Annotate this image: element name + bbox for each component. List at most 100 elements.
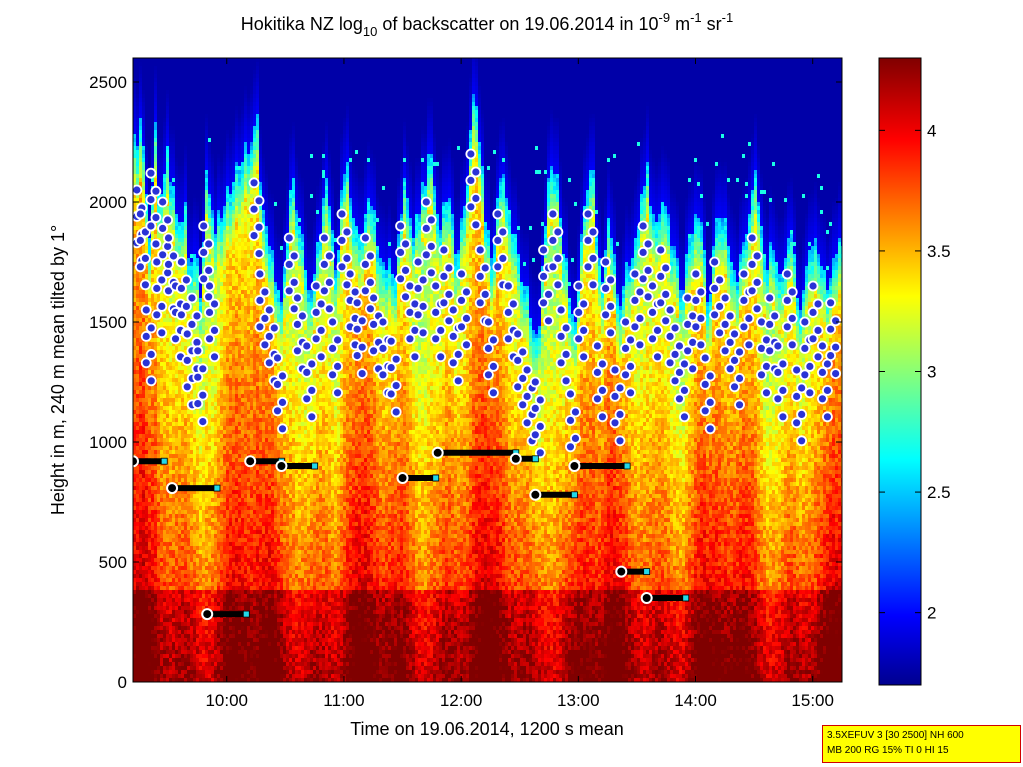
layer-top-dot xyxy=(669,348,681,360)
layer-top-dot xyxy=(714,300,726,312)
layer-top-dot xyxy=(209,351,220,363)
layer-top-dot xyxy=(359,285,371,297)
layer-top-dot xyxy=(597,358,608,370)
layer-top-dot xyxy=(791,364,803,376)
layer-top-dot xyxy=(417,274,429,286)
layer-top-dot xyxy=(738,321,750,333)
layer-top-dot xyxy=(203,238,215,250)
layer-top-dot xyxy=(277,396,288,408)
title-sup-1: -9 xyxy=(659,10,671,25)
layer-top-dot xyxy=(163,285,174,297)
layer-top-dot xyxy=(597,411,608,423)
layer-top-dot xyxy=(600,256,612,268)
segment-end-marker xyxy=(242,610,250,618)
layer-top-dot xyxy=(156,274,168,286)
layer-top-dot xyxy=(637,220,649,232)
layer-top-dot xyxy=(310,306,322,318)
layer-top-dot xyxy=(647,306,658,318)
layer-top-dot xyxy=(483,316,494,328)
layer-top-dot xyxy=(192,371,204,383)
layer-top-dot xyxy=(786,286,798,298)
layer-top-dot xyxy=(555,357,567,369)
layer-top-dot xyxy=(751,303,763,315)
layer-top-dot xyxy=(830,315,842,327)
layer-top-dot xyxy=(734,399,745,411)
layer-top-dot xyxy=(438,270,450,282)
layer-top-dot xyxy=(150,185,162,197)
layer-top-dot xyxy=(664,330,676,342)
layer-top-dot xyxy=(443,262,455,274)
layer-top-dot xyxy=(306,358,318,370)
layer-top-dot xyxy=(746,258,758,270)
layer-top-dot xyxy=(409,351,421,363)
layer-top-dot xyxy=(456,268,467,280)
layer-top-dot xyxy=(420,249,432,261)
layer-top-dot xyxy=(438,244,450,256)
layer-top-dot xyxy=(634,339,646,351)
layer-top-dot xyxy=(263,357,275,369)
layer-top-dot xyxy=(180,274,192,286)
layer-top-dot xyxy=(642,291,654,303)
layer-top-dot xyxy=(197,389,209,401)
layer-top-dot xyxy=(629,321,641,333)
layer-top-dot xyxy=(297,310,308,322)
layer-top-dot xyxy=(781,268,793,280)
layer-top-dot xyxy=(288,303,300,315)
layer-top-dot xyxy=(134,261,146,273)
plot-frame xyxy=(132,57,843,683)
layer-top-dot xyxy=(351,323,363,335)
layer-top-dot xyxy=(746,285,758,297)
layer-top-dot xyxy=(724,336,736,348)
layer-top-dot xyxy=(647,280,658,292)
x-tick-label: 10:00 xyxy=(205,691,248,710)
layer-top-dot xyxy=(356,341,368,353)
layer-top-dot xyxy=(368,292,379,304)
layer-top-dot xyxy=(587,226,599,238)
layer-top-dot xyxy=(461,286,472,298)
layer-top-dot xyxy=(461,312,472,324)
layer-top-dot xyxy=(521,364,533,376)
layer-top-dot xyxy=(772,340,784,352)
layer-top-dot xyxy=(777,358,789,370)
layer-top-dot xyxy=(483,342,494,354)
colorbar-tick-label: 3 xyxy=(927,363,936,382)
layer-top-dot xyxy=(695,339,707,351)
layer-top-dot xyxy=(690,294,702,306)
layer-top-dot xyxy=(181,328,193,340)
layer-top-dot xyxy=(738,294,750,306)
layer-top-dot xyxy=(679,358,690,370)
layer-top-dot xyxy=(652,351,663,363)
layer-top-dot xyxy=(272,378,283,390)
segment-start-marker xyxy=(133,455,139,468)
title-part-4: sr xyxy=(702,14,722,34)
layer-top-dot xyxy=(474,297,486,309)
layer-top-dot xyxy=(578,298,590,310)
layer-top-dot xyxy=(483,369,494,381)
layer-top-dot xyxy=(679,384,690,396)
layer-top-dot xyxy=(368,318,379,330)
layer-top-dot xyxy=(743,312,755,324)
layer-top-dot xyxy=(529,402,541,414)
layer-top-dot xyxy=(412,309,424,321)
layer-top-dot xyxy=(761,387,772,399)
layer-top-dot xyxy=(150,238,162,250)
layer-top-dot xyxy=(162,214,174,226)
layer-top-dot xyxy=(430,306,442,318)
layer-top-dot xyxy=(614,382,626,394)
layer-top-dot xyxy=(534,420,546,432)
layer-top-dot xyxy=(356,368,368,380)
layer-top-dot xyxy=(769,310,781,322)
layer-top-dot xyxy=(570,432,581,444)
layer-top-dot xyxy=(452,375,464,387)
layer-top-dot xyxy=(368,345,379,357)
layer-top-dot xyxy=(272,352,283,364)
layer-top-dot xyxy=(470,192,482,204)
layer-top-dot xyxy=(377,342,389,354)
layer-top-dot xyxy=(704,396,716,408)
layer-top-dot xyxy=(714,274,726,286)
layer-top-dot xyxy=(263,304,275,316)
layer-top-dot xyxy=(512,354,524,366)
layer-top-dot xyxy=(791,390,803,402)
layer-top-dot xyxy=(139,252,151,264)
info-line-2: MB 200 RG 15% TI 0 HI 15 xyxy=(827,743,1020,758)
